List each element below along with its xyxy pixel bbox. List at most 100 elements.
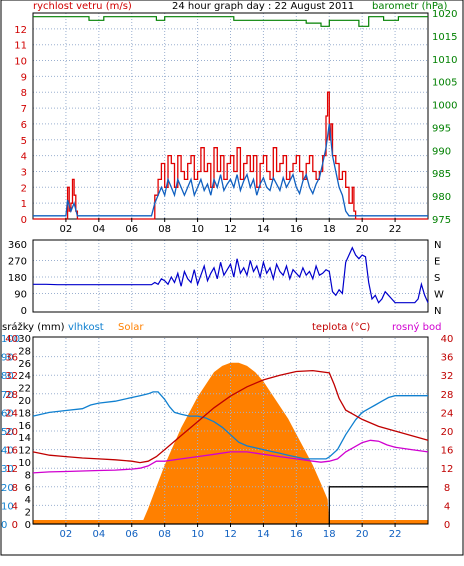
- x-tick-label: 16: [290, 224, 303, 235]
- barometer-tick-label: 1015: [432, 32, 457, 43]
- temperature-left-tick-label: 4: [12, 501, 18, 512]
- barometer-tick-label: 985: [432, 169, 451, 180]
- wind-speed-tick-label: 11: [14, 41, 27, 52]
- humidity-tick-label: 80: [1, 371, 14, 382]
- compass-label: S: [434, 273, 440, 284]
- temperature-right-tick-label: 40: [441, 334, 454, 345]
- rain-tick-label: 20: [18, 396, 31, 407]
- temperature-left-tick-label: 8: [12, 483, 18, 494]
- chart-title: 24 hour graph day : 22 August 2011: [172, 1, 354, 12]
- rain-tick-label: 22: [18, 384, 31, 395]
- rain-tick-label: 24: [18, 371, 31, 382]
- panel-1-x-axis: 02 04 06 08 10 12 14 16 18 20 22: [60, 218, 402, 235]
- rain-tick-label: 28: [18, 346, 31, 357]
- rain-line: [33, 486, 428, 525]
- barometer-tick-label: 1000: [432, 101, 457, 112]
- compass-label: W: [434, 290, 444, 301]
- x-tick-label: 20: [356, 529, 369, 540]
- barometer-label: barometr (hPa): [372, 1, 448, 12]
- wind-speed-label: rychlost vetru (m/s): [33, 1, 132, 12]
- wind-speed-tick-label: 4: [21, 152, 27, 163]
- panel-3-left-axes: 0246810121416182022242628300102030405060…: [1, 334, 31, 531]
- rain-tick-label: 18: [18, 408, 31, 419]
- rain-tick-label: 14: [18, 433, 31, 444]
- panel-2-grid: [33, 240, 428, 312]
- x-tick-label: 02: [60, 529, 73, 540]
- wind-direction-degrees-axis: 0 90 180 270 360: [8, 240, 27, 317]
- x-tick-label: 06: [125, 529, 138, 540]
- dew-point-label: rosný bod: [392, 321, 441, 333]
- panel-2-frame: [32, 239, 429, 313]
- humidity-tick-label: 60: [1, 408, 14, 419]
- humidity-tick-label: 50: [1, 427, 14, 438]
- temperature-left-tick-label: 12: [5, 464, 18, 475]
- rain-tick-label: 6: [25, 483, 31, 494]
- humidity-tick-label: 70: [1, 390, 14, 401]
- direction-degree-label: 270: [8, 257, 27, 268]
- dew-point-line: [32, 439, 429, 474]
- wind-speed-tick-label: 12: [14, 25, 27, 36]
- rain-tick-label: 16: [18, 421, 31, 432]
- temperature-right-tick-label: 12: [441, 464, 454, 475]
- humidity-label: vlhkost: [68, 322, 104, 333]
- direction-degree-label: 360: [8, 240, 27, 251]
- x-tick-label: 06: [125, 224, 138, 235]
- wind-speed-tick-label: 8: [21, 88, 27, 99]
- wind-speed-line: [33, 123, 428, 217]
- x-tick-label: 02: [60, 224, 73, 235]
- wind-speed-tick-label: 2: [21, 183, 27, 194]
- compass-label: E: [434, 257, 440, 268]
- humidity-tick-label: 30: [1, 464, 14, 475]
- humidity-tick-label: 100: [1, 334, 20, 345]
- wind-speed-tick-label: 6: [21, 120, 27, 131]
- temperature-right-tick-label: 28: [441, 390, 454, 401]
- panel-3-x-axis: 02 04 06 08 10 12 14 16 18 20 22: [60, 523, 402, 540]
- x-tick-label: 04: [92, 224, 105, 235]
- barometer-tick-label: 980: [432, 192, 451, 203]
- humidity-line: [32, 391, 428, 460]
- x-tick-label: 10: [191, 529, 204, 540]
- rain-label: srážky (mm): [2, 321, 65, 333]
- temperature-right-tick-label: 36: [441, 353, 454, 364]
- panel-3-grid: [33, 338, 428, 524]
- rain-tick-label: 26: [18, 359, 31, 370]
- x-tick-label: 16: [290, 529, 303, 540]
- wind-speed-tick-label: 9: [21, 72, 27, 83]
- x-tick-label: 04: [92, 529, 105, 540]
- rain-tick-label: 30: [18, 334, 31, 345]
- temperature-right-tick-label: 32: [441, 371, 454, 382]
- x-tick-label: 20: [356, 224, 369, 235]
- x-tick-label: 10: [191, 224, 204, 235]
- temperature-right-tick-label: 16: [441, 446, 454, 457]
- temperature-left-tick-label: 16: [5, 446, 18, 457]
- wind-speed-tick-label: 1: [21, 199, 27, 210]
- x-tick-label: 14: [257, 529, 270, 540]
- barometer-tick-label: 1005: [432, 78, 457, 89]
- temperature-right-tick-label: 8: [444, 483, 450, 494]
- barometer-tick-label: 990: [432, 146, 451, 157]
- x-tick-label: 08: [158, 529, 171, 540]
- wind-direction-line: [33, 246, 429, 304]
- temperature-right-axis: 0 4 8 12 16 20 24 28 32 36 40: [441, 334, 454, 531]
- direction-degree-label: 90: [14, 290, 27, 301]
- barometer-tick-label: 995: [432, 123, 451, 134]
- temperature-left-tick-label: 24: [5, 408, 18, 419]
- rain-tick-label: 10: [18, 458, 31, 469]
- x-tick-label: 18: [323, 529, 336, 540]
- compass-label: N: [434, 306, 441, 317]
- solar-label: Solar: [118, 322, 144, 333]
- wind-speed-tick-label: 10: [14, 57, 27, 68]
- rain-tick-label: 0: [25, 520, 31, 531]
- temperature-left-tick-label: 20: [5, 427, 18, 438]
- humidity-tick-label: 40: [1, 446, 14, 457]
- temperature-right-tick-label: 4: [444, 501, 450, 512]
- compass-label: N: [434, 240, 441, 251]
- temperature-left-tick-label: 32: [5, 371, 18, 382]
- x-tick-label: 22: [389, 529, 402, 540]
- rain-tick-label: 12: [18, 446, 31, 457]
- x-tick-label: 22: [389, 224, 402, 235]
- temperature-right-tick-label: 20: [441, 427, 454, 438]
